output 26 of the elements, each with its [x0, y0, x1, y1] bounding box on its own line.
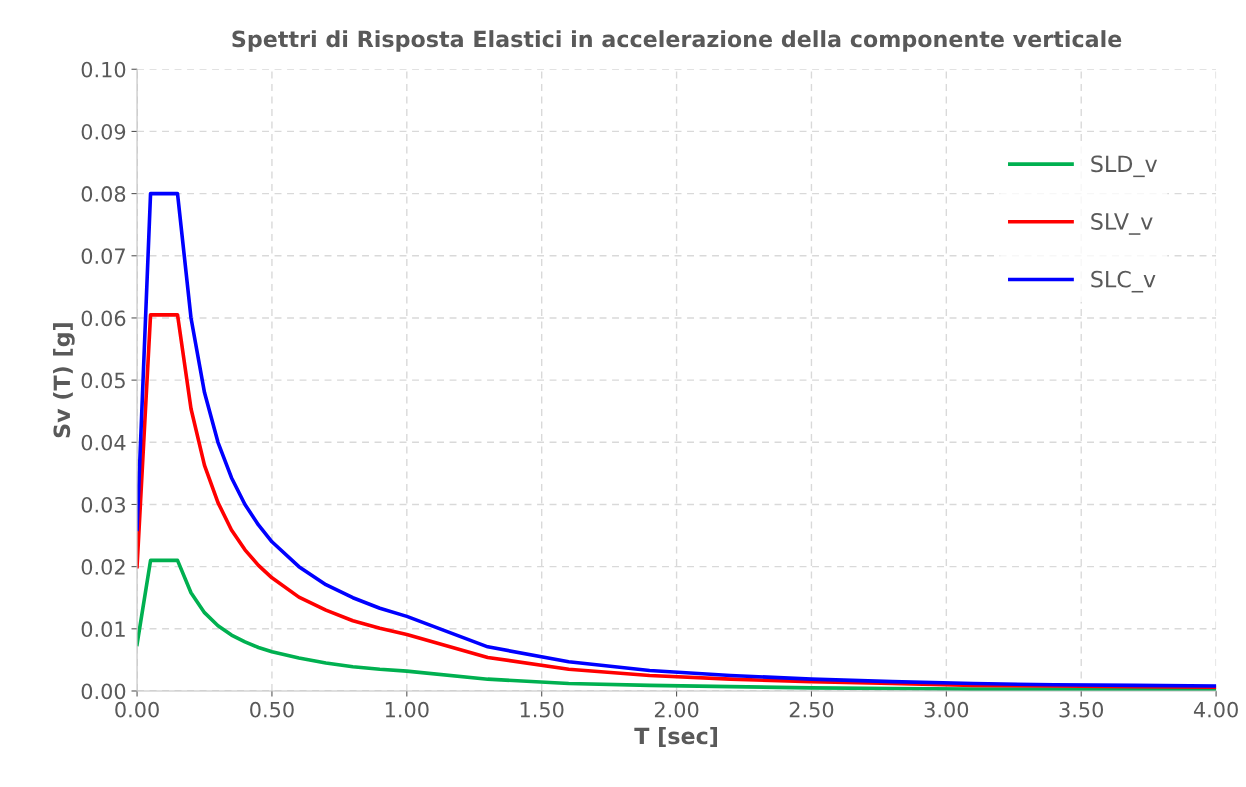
y-tick-label: 0.03: [81, 496, 125, 513]
y-tick-label: 0.06: [81, 310, 126, 327]
x-tick-label: 1.50: [520, 701, 564, 718]
x-tick-label: 2.00: [654, 701, 699, 718]
y-tick-label: 0.10: [81, 61, 126, 78]
legend-label: SLD_v: [1091, 155, 1158, 178]
y-tick-label: 0.08: [81, 186, 126, 202]
legend-label: SLV_v: [1091, 213, 1153, 235]
x-tick-label: 3.00: [924, 701, 969, 718]
y-tick-label: 0.02: [81, 559, 125, 575]
x-tick-label: 0.50: [250, 701, 294, 718]
y-tick-label: 0.05: [81, 372, 125, 389]
x-tick-label: 4.00: [1193, 701, 1238, 718]
x-tick-label: 1.00: [385, 701, 429, 718]
y-tick-label: 0.01: [81, 621, 125, 638]
legend-label: SLC_v: [1091, 270, 1156, 293]
x-tick-label: 0.00: [115, 701, 159, 718]
y-tick-label: 0.04: [81, 434, 126, 451]
y-tick-label: 0.00: [81, 683, 126, 700]
x-tick-label: 2.50: [789, 701, 834, 718]
y-tick-label: 0.09: [81, 123, 126, 140]
y-axis-title: Sv (T) [g]: [53, 323, 75, 438]
chart-title: Spettri di Risposta Elastici in accelerazione della componente verticale: [232, 30, 1122, 52]
x-tick-label: 3.50: [1059, 701, 1104, 718]
x-axis-title: T [sec]: [634, 727, 718, 747]
y-tick-label: 0.07: [81, 248, 125, 264]
